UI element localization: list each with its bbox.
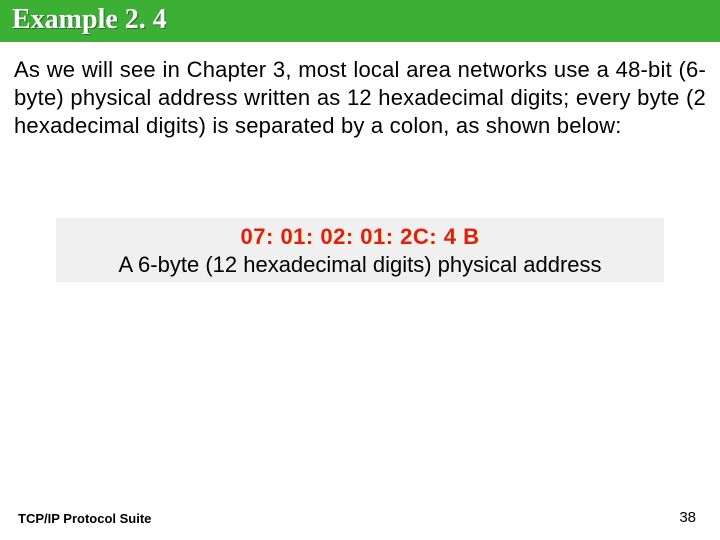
slide: Example 2. 4 As we will see in Chapter 3… (0, 0, 720, 540)
slide-title: Example 2. 4 (12, 4, 167, 36)
address-box: 07: 01: 02: 01: 2C: 4 B A 6-byte (12 hex… (56, 218, 664, 282)
page-number: 38 (679, 509, 696, 526)
title-bar: Example 2. 4 (0, 0, 720, 42)
body-paragraph: As we will see in Chapter 3, most local … (14, 56, 706, 140)
footer-source: TCP/IP Protocol Suite (18, 511, 151, 526)
address-caption: A 6-byte (12 hexadecimal digits) physica… (56, 252, 664, 278)
title-sub: 2. 4 (125, 4, 167, 35)
physical-address: 07: 01: 02: 01: 2C: 4 B (56, 224, 664, 250)
title-main: Example (12, 4, 118, 35)
